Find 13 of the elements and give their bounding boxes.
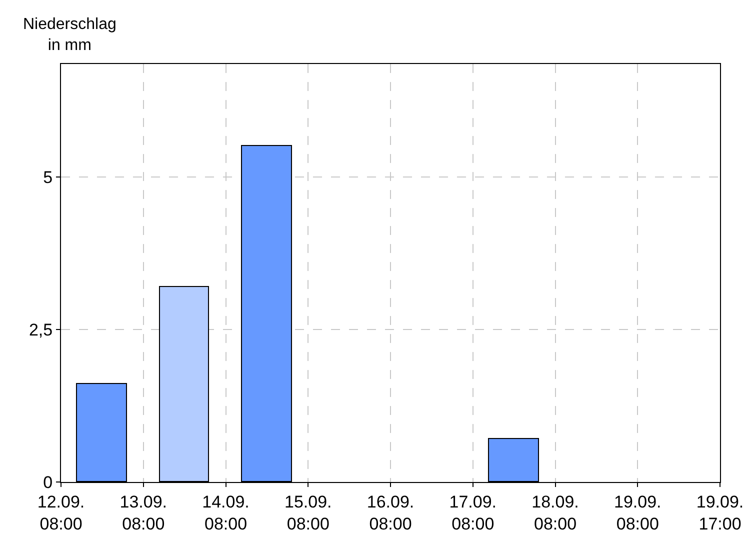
- y-tick-label: 5: [43, 168, 53, 187]
- x-tick-label: 16.09. 08:00: [366, 492, 414, 534]
- x-tick-label: 12.09. 08:00: [37, 492, 85, 534]
- y-tick-label: 2,5: [28, 320, 53, 340]
- x-tick-label: 17.09. 08:00: [449, 492, 497, 534]
- x-tick-label: 19.09. 08:00: [614, 492, 662, 534]
- y-tick-label: 0: [43, 472, 53, 492]
- x-tick-label: 14.09. 08:00: [202, 492, 250, 534]
- y-axis-title: Niederschlag in mm: [23, 16, 116, 54]
- x-tick-label: 13.09. 08:00: [120, 492, 168, 534]
- x-tick-label: 15.09. 08:00: [284, 492, 332, 534]
- x-tick-label: 18.09. 08:00: [532, 492, 579, 534]
- x-tick-label: 19.09. 17:00: [696, 492, 744, 534]
